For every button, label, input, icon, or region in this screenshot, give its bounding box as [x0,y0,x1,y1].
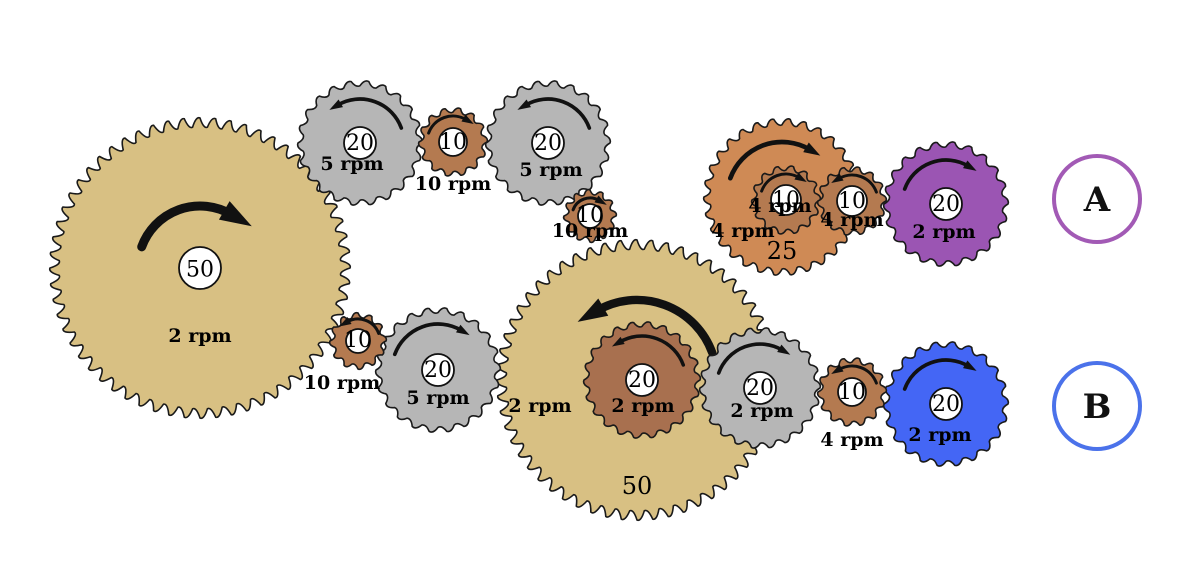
output-b-label: B [1052,361,1142,451]
teeth-count: 10 [344,328,372,353]
rpm-label: 2 rpm [168,325,231,347]
output-letter: B [1083,387,1112,427]
rpm-label: 10 rpm [304,372,380,394]
rpm-label: 4 rpm [820,429,883,451]
rotation-arrow-icon [760,172,801,193]
rpm-label: 5 rpm [519,159,582,181]
teeth-badge [770,184,802,216]
gear-g2: 20 [296,80,424,206]
rotation-arrow-icon [837,173,878,194]
gear-g5: 10 [562,188,618,244]
gear-g3: 10 [417,107,489,177]
teeth-badge [345,328,371,354]
rotation-arrow-icon [618,334,686,367]
arrowhead-icon [461,114,474,124]
teeth-badge [531,126,565,160]
output-circle [1052,361,1142,451]
rpm-label: 4 rpm [748,195,811,217]
teeth-badge [929,387,963,421]
gear-g14: 10 [750,165,822,235]
teeth-badge [837,377,867,407]
teeth-count: 20 [424,358,452,383]
teeth-count: 50 [186,258,214,283]
teeth-count: 10 [838,380,866,405]
rotation-arrow-icon [902,358,970,391]
teeth-count: 20 [534,131,562,156]
arrowhead-icon [803,142,821,156]
rotation-arrow-icon [392,322,463,357]
rpm-label: 4 rpm [820,209,883,231]
gear-g1: 50 [48,116,352,420]
arrowhead-icon [611,336,625,347]
rpm-label: 2 rpm [908,424,971,446]
arrowhead-icon [456,324,470,336]
gear-g4: 20 [484,80,612,206]
rpm-label: 4 rpm [711,220,774,242]
arrowhead-icon [794,172,807,182]
rpm-label: 2 rpm [912,221,975,243]
teeth-badge [421,353,455,387]
rotation-arrow-icon [137,201,236,252]
rpm-label: 2 rpm [611,395,674,417]
teeth-count: 20 [932,392,960,417]
rotation-arrow-icon [524,97,592,130]
rotation-arrow-icon [727,139,812,181]
gear-g7: 20 [374,307,502,433]
teeth-badge [743,371,777,405]
arrowhead-icon [329,99,343,110]
rpm-label: 10 rpm [552,220,628,242]
arrowhead-icon [517,99,531,110]
teeth-count: 50 [622,472,653,500]
rotation-arrow-icon [345,317,381,335]
rpm-label: 10 rpm [415,173,491,195]
teeth-count: 20 [346,131,374,156]
arrowhead-icon [831,364,844,374]
teeth-badge [625,363,659,397]
arrowhead-icon [339,317,352,327]
teeth-badge [929,187,963,221]
teeth-badge [343,126,377,160]
teeth-badge [178,246,222,290]
rotation-arrow-icon [336,97,404,130]
gear-g10: 20 [698,327,822,449]
arrowhead-icon [218,201,252,227]
arrowhead-icon [777,344,791,355]
rpm-label: 5 rpm [406,387,469,409]
rpm-label: 5 rpm [320,153,383,175]
rpm-label: 2 rpm [508,395,571,417]
teeth-count: 10 [772,188,800,213]
rotation-arrow-icon [592,295,717,357]
rotation-arrow-icon [837,364,878,385]
output-letter: A [1083,180,1111,220]
arrowhead-icon [831,173,844,183]
gear-g15: 10 [816,166,888,236]
teeth-count: 25 [767,237,798,265]
gear-g6: 10 [328,311,388,371]
teeth-badge [836,185,868,217]
arrowhead-icon [963,360,977,371]
rotation-arrow-icon [427,114,468,135]
arrowhead-icon [577,298,609,322]
output-circle [1052,154,1142,244]
arrowhead-icon [963,160,977,171]
gear-g11: 10 [816,357,888,427]
teeth-badge [577,203,603,229]
teeth-count: 10 [439,130,467,155]
teeth-count: 10 [576,203,604,228]
teeth-count: 20 [746,376,774,401]
gear-g9: 20 [582,321,702,439]
rotation-arrow-icon [716,342,784,375]
output-a-label: A [1052,154,1142,244]
teeth-count: 10 [838,189,866,214]
gear-g12: 20 [882,341,1010,467]
teeth-count: 20 [932,192,960,217]
arrowhead-icon [594,195,607,205]
teeth-badge [438,127,468,157]
rotation-arrow-icon [902,158,970,191]
gear-g16: 20 [882,141,1010,267]
rpm-label: 2 rpm [730,400,793,422]
teeth-count: 20 [628,368,656,393]
